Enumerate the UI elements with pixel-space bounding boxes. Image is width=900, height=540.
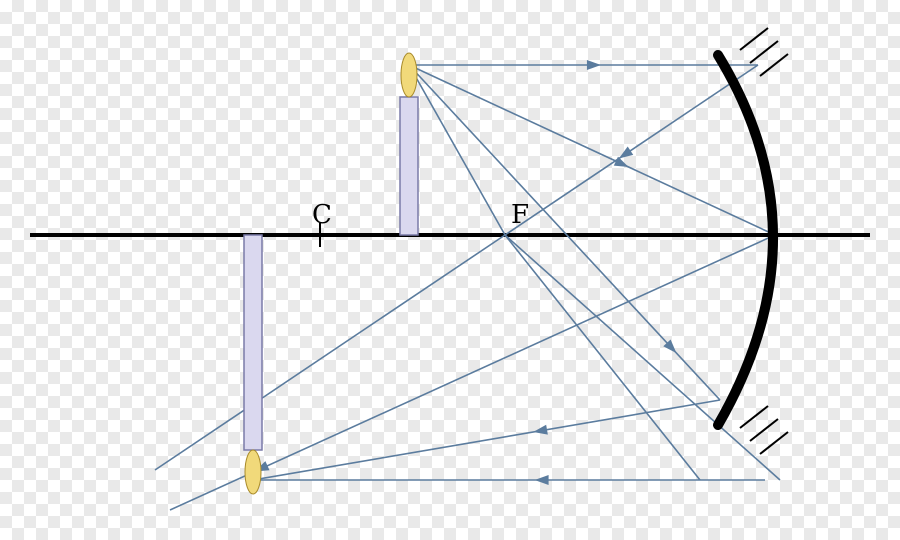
ray-arrowhead	[587, 60, 601, 70]
optics-diagram: CF	[0, 0, 900, 540]
light-ray	[505, 235, 700, 480]
ray-arrowhead	[614, 157, 629, 167]
focal-point-label: F	[511, 200, 529, 230]
ray-arrowhead	[619, 147, 633, 159]
light-ray	[409, 65, 505, 235]
center-of-curvature-label: C	[312, 200, 332, 230]
mirror-hatch	[750, 419, 778, 441]
light-ray	[155, 235, 505, 470]
mirror-hatch	[740, 406, 768, 428]
object-candle-flame	[401, 53, 417, 97]
mirror-hatch	[740, 28, 768, 50]
light-ray	[505, 235, 780, 480]
object-candle-body	[400, 97, 418, 235]
mirror-hatch	[760, 54, 788, 76]
ray-arrowhead	[535, 475, 549, 485]
image-candle-flame	[245, 450, 261, 494]
ray-arrowhead	[533, 425, 548, 435]
image-candle-body	[244, 235, 262, 450]
mirror-hatch	[750, 41, 778, 63]
mirror-hatch	[760, 432, 788, 454]
